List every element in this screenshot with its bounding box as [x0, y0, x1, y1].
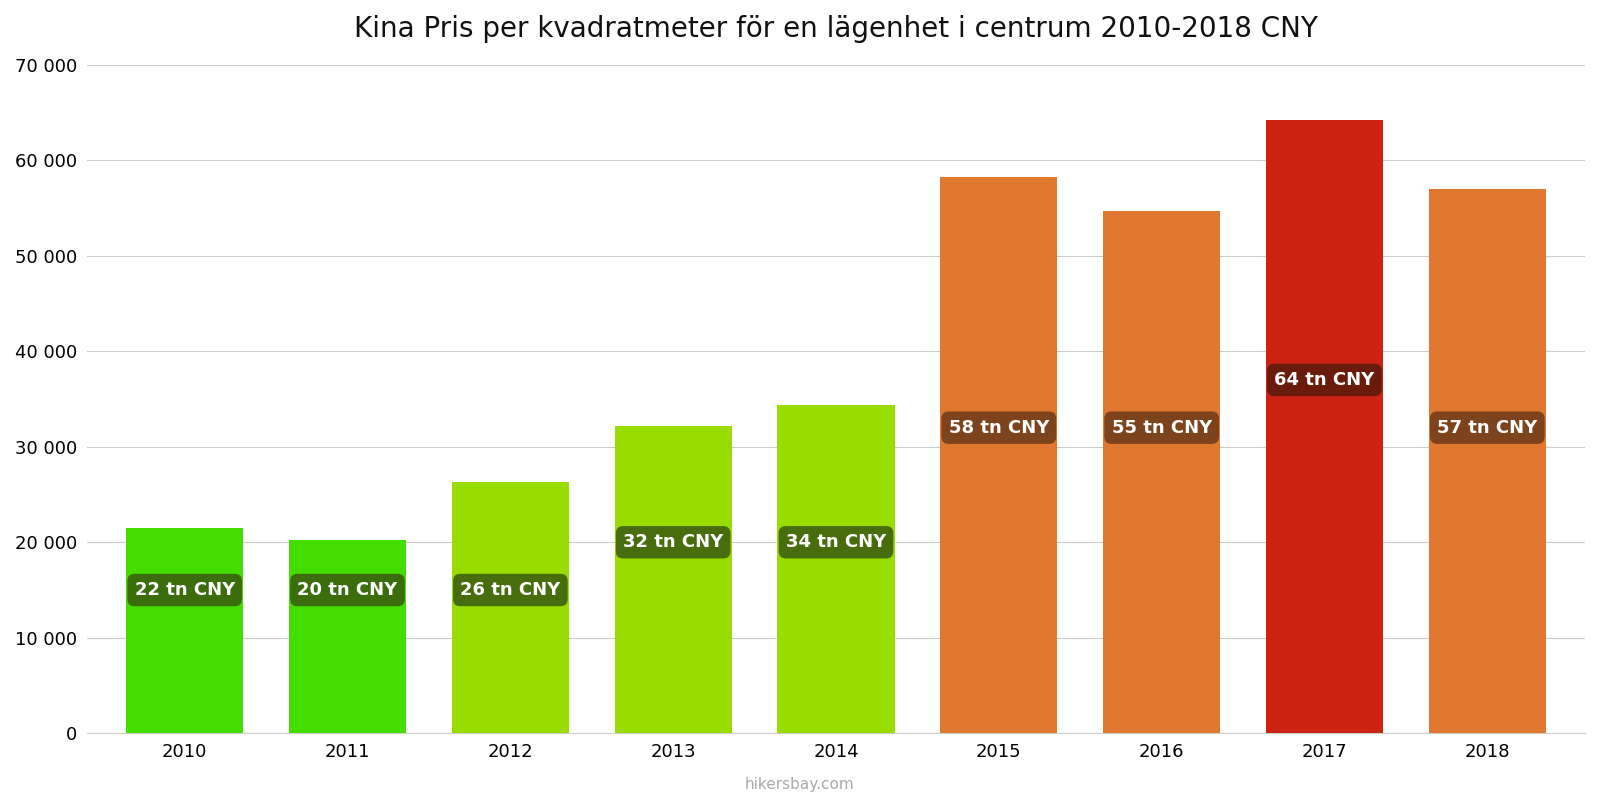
Bar: [941, 178, 1058, 734]
Text: 34 tn CNY: 34 tn CNY: [786, 534, 886, 551]
Text: 32 tn CNY: 32 tn CNY: [622, 534, 723, 551]
Bar: [1429, 189, 1546, 734]
Text: 22 tn CNY: 22 tn CNY: [134, 581, 235, 599]
Text: 57 tn CNY: 57 tn CNY: [1437, 418, 1538, 437]
Text: 64 tn CNY: 64 tn CNY: [1274, 371, 1374, 389]
Bar: [614, 426, 731, 734]
Bar: [451, 482, 570, 734]
Bar: [290, 540, 406, 734]
Text: hikersbay.com: hikersbay.com: [746, 777, 854, 792]
Text: 58 tn CNY: 58 tn CNY: [949, 418, 1050, 437]
Title: Kina Pris per kvadratmeter för en lägenhet i centrum 2010-2018 CNY: Kina Pris per kvadratmeter för en lägenh…: [354, 15, 1318, 43]
Bar: [126, 528, 243, 734]
Text: 55 tn CNY: 55 tn CNY: [1112, 418, 1211, 437]
Bar: [1266, 120, 1382, 734]
Text: 20 tn CNY: 20 tn CNY: [298, 581, 398, 599]
Bar: [778, 405, 894, 734]
Text: 26 tn CNY: 26 tn CNY: [461, 581, 560, 599]
Bar: [1102, 211, 1221, 734]
